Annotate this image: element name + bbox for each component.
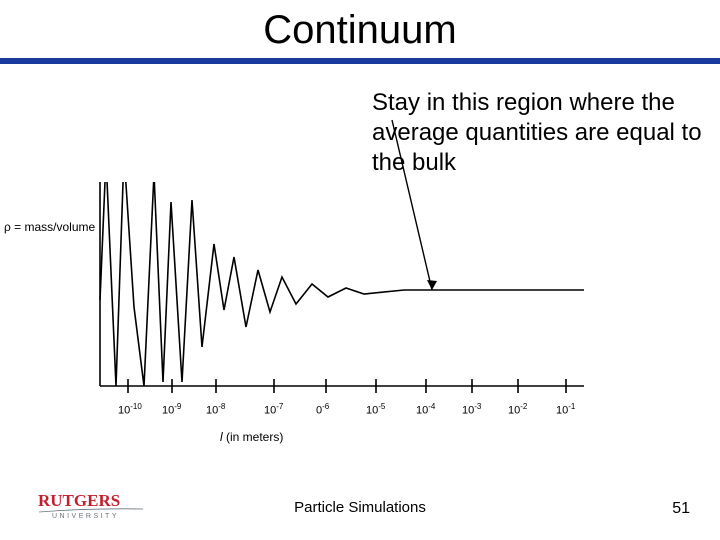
x-tick-label: 10-9: [162, 402, 181, 417]
chart: [64, 182, 584, 402]
x-axis-label: l (in meters): [220, 430, 283, 444]
page-number: 51: [672, 500, 690, 518]
x-tick-label: 10-10: [118, 402, 142, 417]
footer-caption: Particle Simulations: [0, 499, 720, 516]
x-tick-label: 10-7: [264, 402, 283, 417]
x-tick-label: 10-2: [508, 402, 527, 417]
x-tick-labels: 10-10 10-9 10-8 10-7 0-6 10-5 10-4 10-3 10-2 10-1: [64, 402, 584, 422]
x-tick-label: 10-4: [416, 402, 435, 417]
x-tick-label: 10-8: [206, 402, 225, 417]
x-tick-label: 10-5: [366, 402, 385, 417]
annotation-text: Stay in this region where the average qu…: [372, 88, 702, 178]
chart-svg: [64, 182, 584, 402]
slide-title: Continuum: [0, 8, 720, 53]
curve: [100, 182, 584, 386]
x-tick-label: 10-3: [462, 402, 481, 417]
x-tick-label: 10-1: [556, 402, 575, 417]
x-tick-label: 0-6: [316, 402, 329, 417]
title-underline: [0, 58, 720, 64]
